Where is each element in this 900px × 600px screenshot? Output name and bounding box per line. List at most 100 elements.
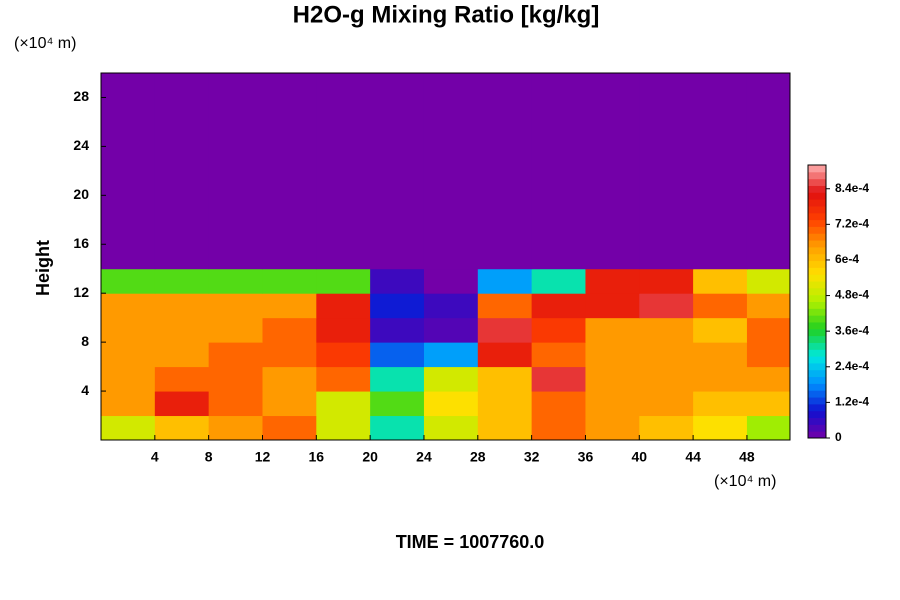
- colorbar-band: [808, 390, 826, 398]
- cell: [639, 317, 694, 343]
- cell: [101, 342, 156, 368]
- cell: [423, 73, 479, 270]
- y-tick-label: 12: [73, 284, 89, 300]
- colorbar-band: [808, 403, 826, 412]
- cell: [693, 415, 748, 441]
- colorbar-band: [808, 165, 826, 173]
- cell: [585, 73, 640, 270]
- cell: [639, 293, 694, 319]
- colorbar-tick-label: 8.4e-4: [835, 181, 869, 195]
- colorbar-band: [808, 417, 826, 425]
- colorbar-band: [808, 376, 826, 384]
- cell: [746, 293, 791, 319]
- colorbar-tick-label: 3.6e-4: [835, 323, 869, 337]
- cell: [531, 415, 586, 441]
- colorbar-band: [808, 431, 826, 439]
- cell: [262, 268, 317, 294]
- cell: [693, 391, 748, 417]
- cell: [262, 415, 317, 441]
- cell: [477, 415, 533, 441]
- cell: [262, 391, 317, 417]
- cell: [585, 342, 640, 368]
- cell: [585, 415, 640, 441]
- cell: [639, 415, 694, 441]
- cell: [316, 268, 371, 294]
- cell: [316, 293, 371, 319]
- cell: [746, 342, 791, 368]
- cell: [639, 342, 694, 368]
- colorbar-band: [808, 185, 826, 193]
- cell: [693, 366, 748, 392]
- cell: [370, 415, 425, 441]
- cell: [423, 415, 479, 441]
- cell: [477, 268, 533, 294]
- cell: [154, 73, 210, 270]
- colorbar-band: [808, 328, 826, 337]
- colorbar-band: [808, 335, 826, 343]
- footer: TIME = 1007760.0: [396, 532, 545, 552]
- y-tick-label: 24: [73, 137, 89, 153]
- cell: [423, 342, 479, 368]
- cell: [531, 317, 586, 343]
- x-tick-label: 20: [362, 449, 378, 465]
- cell: [208, 415, 263, 441]
- colorbar-band: [808, 308, 826, 316]
- cell: [154, 391, 210, 417]
- cell: [208, 293, 263, 319]
- cell: [101, 73, 156, 270]
- x-tick-label: 8: [205, 449, 213, 465]
- colorbar-band: [808, 369, 826, 378]
- cell: [639, 366, 694, 392]
- cell: [693, 317, 748, 343]
- x-tick-label: 24: [416, 449, 432, 465]
- cell: [746, 366, 791, 392]
- cell: [101, 317, 156, 343]
- y-tick-label: 4: [81, 382, 89, 398]
- cell: [208, 366, 263, 392]
- cell: [693, 73, 748, 270]
- cell: [101, 268, 156, 294]
- x-tick-label: 4: [151, 449, 159, 465]
- cell: [101, 391, 156, 417]
- colorbar-tick-label: 6e-4: [835, 252, 859, 266]
- cell: [262, 342, 317, 368]
- colorbar-band: [808, 192, 826, 200]
- colorbar-tick-label: 4.8e-4: [835, 288, 869, 302]
- cell: [423, 293, 479, 319]
- cell: [316, 366, 371, 392]
- cell: [423, 317, 479, 343]
- colorbar-band: [808, 240, 826, 248]
- cell: [154, 268, 210, 294]
- cell: [154, 415, 210, 441]
- cell: [585, 366, 640, 392]
- cell: [316, 391, 371, 417]
- x-tick-label: 32: [524, 449, 540, 465]
- cell: [639, 391, 694, 417]
- colorbar-band: [808, 301, 826, 309]
- cell: [585, 293, 640, 319]
- y-unit: (×10⁴ m): [14, 35, 76, 52]
- cell: [746, 391, 791, 417]
- cell: [154, 366, 210, 392]
- cell: [370, 317, 425, 343]
- colorbar-tick-label: 0: [835, 430, 842, 444]
- cell: [154, 317, 210, 343]
- colorbar-band: [808, 349, 826, 357]
- cell: [423, 366, 479, 392]
- cell: [477, 342, 533, 368]
- cell: [101, 415, 156, 441]
- x-tick-label: 12: [255, 449, 271, 465]
- cell: [639, 73, 694, 270]
- y-tick-label: 8: [81, 333, 89, 349]
- colorbar-band: [808, 356, 826, 364]
- cell: [477, 391, 533, 417]
- cell: [746, 73, 791, 270]
- cell: [370, 366, 425, 392]
- cell: [101, 366, 156, 392]
- colorbar-band: [808, 267, 826, 275]
- colorbar-band: [808, 260, 826, 268]
- x-tick-label: 28: [470, 449, 486, 465]
- cell: [370, 73, 425, 270]
- cell: [208, 73, 263, 270]
- cell: [101, 293, 156, 319]
